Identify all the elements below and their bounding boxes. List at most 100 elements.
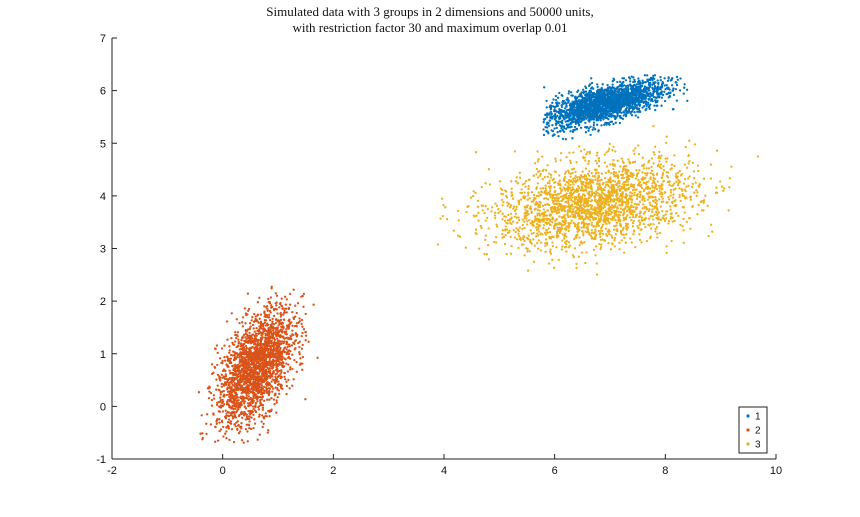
point-series-2 bbox=[262, 415, 265, 419]
point-series-1 bbox=[622, 114, 625, 117]
point-series-2 bbox=[225, 412, 228, 415]
point-series-2 bbox=[220, 373, 223, 376]
point-series-2 bbox=[268, 340, 271, 344]
point-series-2 bbox=[244, 379, 247, 382]
point-series-3 bbox=[638, 180, 642, 184]
point-series-2 bbox=[286, 370, 290, 373]
point-series-2 bbox=[289, 366, 292, 369]
point-series-2 bbox=[245, 337, 248, 340]
point-series-3 bbox=[597, 160, 601, 163]
point-series-3 bbox=[607, 149, 610, 153]
point-series-1 bbox=[674, 87, 677, 91]
point-series-2 bbox=[275, 372, 278, 375]
point-series-1 bbox=[551, 123, 554, 127]
point-series-1 bbox=[661, 82, 665, 85]
point-series-1 bbox=[632, 80, 635, 84]
point-series-2 bbox=[283, 318, 286, 321]
point-series-1 bbox=[641, 82, 644, 85]
point-series-3 bbox=[665, 160, 668, 163]
point-series-1 bbox=[619, 96, 623, 99]
point-series-2 bbox=[245, 382, 248, 385]
point-series-2 bbox=[219, 393, 222, 396]
point-series-2 bbox=[260, 393, 263, 396]
point-series-2 bbox=[262, 362, 266, 365]
point-series-1 bbox=[585, 113, 588, 116]
point-series-2 bbox=[287, 306, 291, 310]
point-series-3 bbox=[584, 159, 587, 162]
point-series-2 bbox=[254, 385, 257, 388]
point-series-1 bbox=[671, 89, 674, 92]
point-series-3 bbox=[599, 216, 603, 219]
point-series-3 bbox=[465, 210, 468, 214]
point-series-3 bbox=[597, 164, 601, 168]
point-series-3 bbox=[576, 176, 579, 179]
point-series-2 bbox=[221, 398, 224, 402]
point-series-1 bbox=[660, 96, 664, 99]
point-series-1 bbox=[627, 96, 631, 99]
point-series-2 bbox=[276, 340, 280, 343]
point-series-1 bbox=[652, 87, 655, 91]
point-series-1 bbox=[661, 93, 665, 97]
point-series-1 bbox=[561, 137, 565, 141]
point-series-2 bbox=[228, 349, 231, 352]
point-series-1 bbox=[653, 104, 656, 107]
point-series-2 bbox=[285, 392, 288, 396]
point-series-3 bbox=[652, 162, 655, 165]
point-series-2 bbox=[259, 376, 263, 379]
point-series-3 bbox=[537, 227, 540, 230]
point-series-2 bbox=[260, 420, 263, 423]
point-series-2 bbox=[235, 401, 238, 404]
point-series-1 bbox=[619, 91, 622, 95]
point-series-1 bbox=[615, 116, 618, 119]
point-series-3 bbox=[548, 172, 551, 175]
point-series-2 bbox=[283, 309, 286, 312]
point-series-2 bbox=[247, 363, 250, 366]
point-series-2 bbox=[216, 351, 219, 355]
point-series-2 bbox=[263, 360, 267, 364]
point-series-1 bbox=[547, 132, 550, 135]
point-series-1 bbox=[577, 118, 580, 122]
point-series-1 bbox=[549, 110, 552, 114]
point-series-1 bbox=[636, 86, 639, 89]
point-series-1 bbox=[584, 86, 588, 90]
point-series-2 bbox=[219, 399, 222, 402]
point-series-1 bbox=[634, 104, 637, 108]
point-series-2 bbox=[251, 323, 255, 327]
point-series-2 bbox=[312, 303, 315, 306]
point-series-1 bbox=[629, 98, 633, 101]
point-series-2 bbox=[242, 441, 245, 444]
point-series-2 bbox=[262, 385, 266, 388]
point-series-2 bbox=[247, 404, 250, 408]
point-series-2 bbox=[209, 391, 213, 395]
point-series-1 bbox=[545, 123, 549, 126]
point-series-1 bbox=[643, 74, 647, 77]
point-series-1 bbox=[612, 111, 615, 114]
point-series-3 bbox=[578, 145, 581, 148]
point-series-1 bbox=[591, 86, 594, 89]
point-series-2 bbox=[267, 335, 270, 338]
point-series-1 bbox=[590, 113, 593, 116]
point-series-3 bbox=[613, 239, 616, 242]
point-series-1 bbox=[611, 86, 614, 89]
point-series-1 bbox=[586, 114, 590, 117]
point-series-3 bbox=[457, 219, 460, 222]
point-series-2 bbox=[263, 345, 266, 348]
point-series-2 bbox=[254, 338, 257, 342]
point-series-1 bbox=[556, 96, 560, 99]
point-series-2 bbox=[240, 410, 243, 414]
point-series-3 bbox=[672, 193, 675, 196]
point-series-2 bbox=[273, 403, 276, 406]
point-series-2 bbox=[225, 320, 229, 323]
point-series-2 bbox=[249, 404, 253, 407]
point-series-2 bbox=[207, 396, 211, 400]
point-series-2 bbox=[236, 424, 240, 427]
point-series-2 bbox=[266, 431, 269, 434]
point-series-3 bbox=[681, 225, 684, 228]
point-series-2 bbox=[272, 345, 275, 348]
point-series-2 bbox=[261, 365, 265, 368]
point-series-2 bbox=[206, 387, 210, 390]
point-series-2 bbox=[221, 404, 224, 407]
point-series-2 bbox=[219, 379, 222, 382]
point-series-1 bbox=[570, 111, 574, 114]
point-series-1 bbox=[562, 115, 565, 119]
